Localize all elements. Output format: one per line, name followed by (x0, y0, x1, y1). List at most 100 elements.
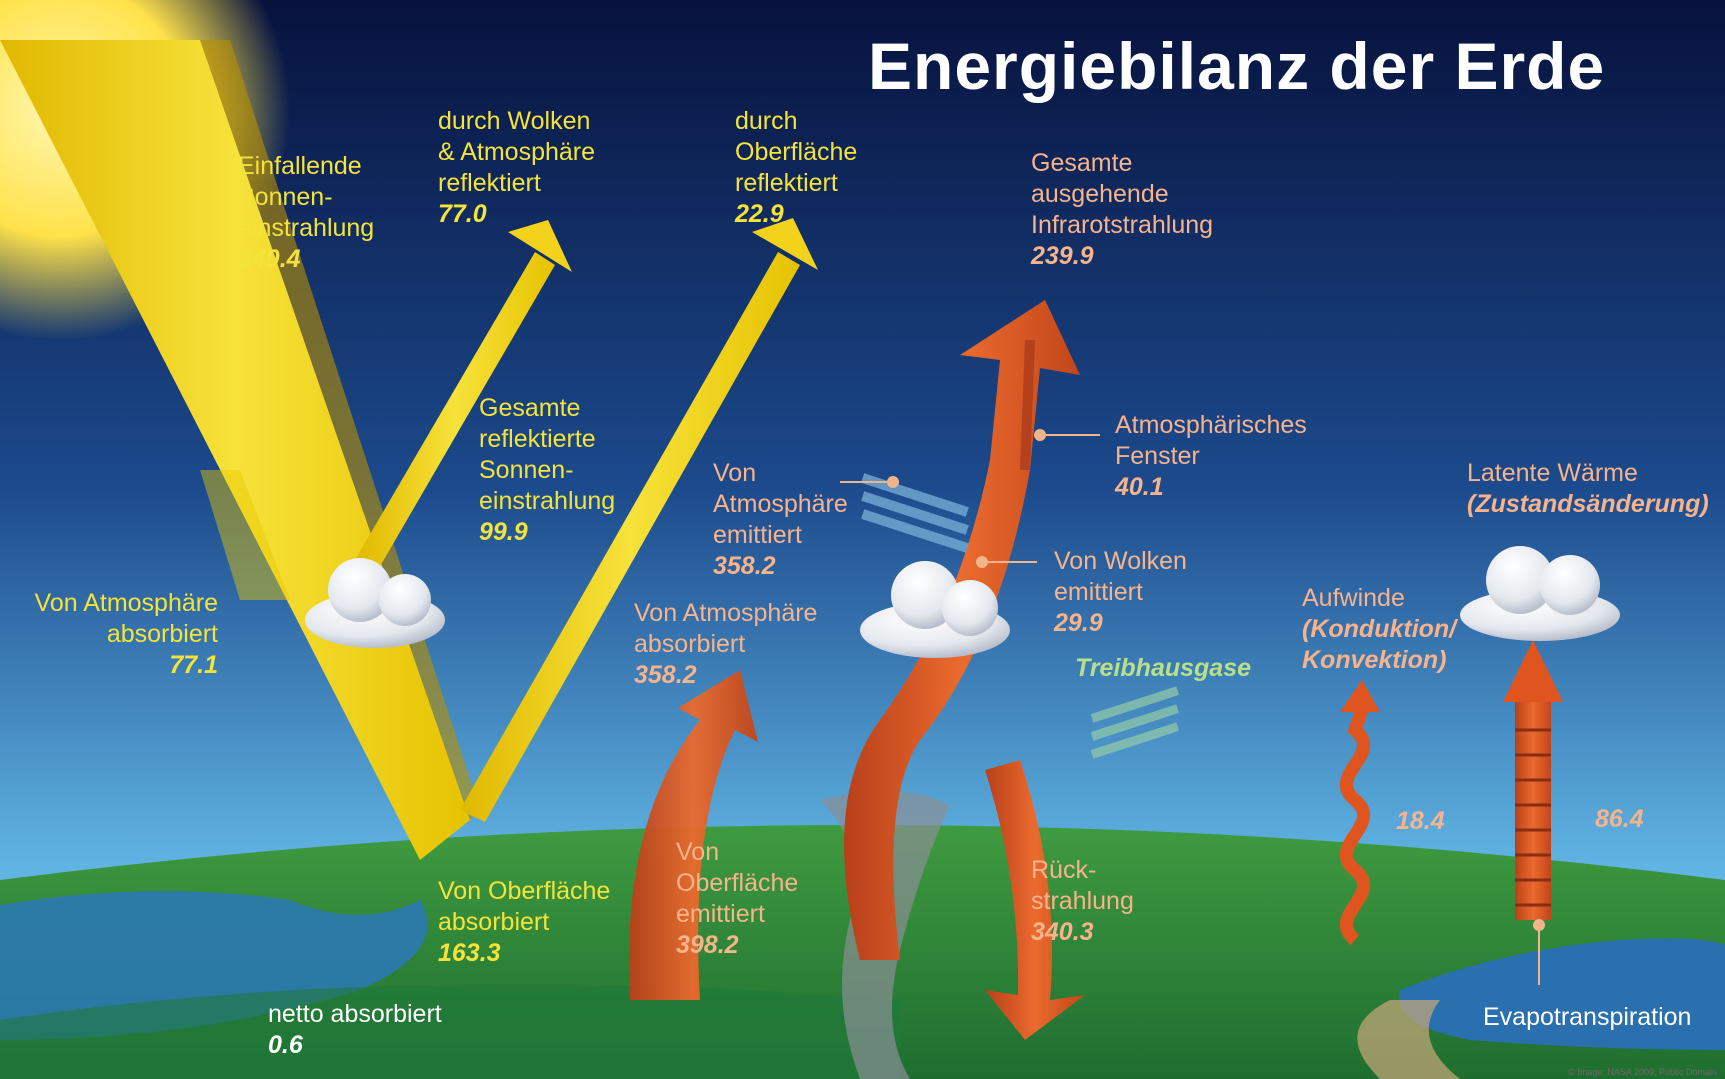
solar-absorbed-branch (200, 470, 290, 600)
line: Von Wolken (1054, 547, 1187, 575)
line: absorbiert (106, 620, 218, 648)
thermals-value: 18.4 (1396, 807, 1445, 835)
reflected-clouds-label: durch Wolken & Atmosphäre reflektiert 77… (438, 106, 595, 230)
value: 22.9 (735, 200, 784, 228)
reflected-surface-label: durch Oberfläche reflektiert 22.9 (735, 106, 857, 230)
line: absorbiert (634, 630, 746, 658)
incoming-solar-label: Einfallende Sonnen- einstrahlung 340.4 (238, 151, 374, 275)
evapotranspiration-label: Evapotranspiration (1483, 1003, 1692, 1031)
coast-sand (1357, 1000, 1460, 1079)
line: Von (676, 838, 720, 866)
latent-heat-value: 86.4 (1595, 805, 1644, 833)
surface-emitted-label: Von Oberfläche emittiert 398.2 (676, 837, 798, 961)
value: 358.2 (713, 552, 776, 580)
outgoing-ir-label: Gesamte ausgehende Infrarotstrahlung 239… (1031, 148, 1213, 272)
line: Atmosphärisches (1115, 411, 1307, 439)
line: Fenster (1115, 442, 1200, 470)
line: emittiert (1054, 578, 1143, 606)
thermals-arrow-shaft (1340, 707, 1370, 945)
line: emittiert (713, 521, 802, 549)
line: Atmosphäre (713, 490, 848, 518)
line: Von Atmosphäre (34, 589, 218, 617)
line: Oberfläche (676, 869, 799, 897)
line: emittiert (676, 900, 765, 928)
line: Sonnen- (238, 183, 333, 211)
reflected-clouds-shaft (355, 252, 555, 575)
latent-heat-arrow-segments (1515, 728, 1551, 907)
line: Gesamte (479, 394, 581, 422)
value: 340.3 (1031, 918, 1094, 946)
line: netto absorbiert (268, 1000, 442, 1028)
line: Von (713, 459, 757, 487)
line: strahlung (1031, 887, 1134, 915)
line: Von Atmosphäre (634, 599, 818, 627)
value: 340.4 (238, 245, 301, 273)
atmospheric-window-stripe (1020, 340, 1035, 470)
value: 77.1 (169, 651, 218, 679)
line: Von Oberfläche (438, 877, 611, 905)
line: & Atmosphäre (438, 138, 596, 166)
surface-absorbed-label: Von Oberfläche absorbiert 163.3 (438, 876, 610, 969)
line: reflektiert (735, 169, 838, 197)
latent-heat-arrow-shaft (1515, 700, 1551, 920)
thermals-arrow-head (1340, 680, 1380, 712)
value: 29.9 (1054, 609, 1103, 637)
latent-heat-arrow-head (1503, 640, 1563, 702)
line: Rück- (1031, 856, 1097, 884)
net-absorbed-label: netto absorbiert 0.6 (268, 999, 442, 1061)
line: durch Wolken (438, 107, 591, 135)
back-radiation-arrow (985, 760, 1085, 1040)
leader-lines (840, 429, 1545, 985)
value: 77.0 (438, 200, 487, 228)
latent-heat-label: Latente Wärme (Zustandsänderung) (1467, 458, 1709, 520)
greenhouse-gases-label: Treibhausgase (1075, 654, 1252, 682)
line: Gesamte (1031, 149, 1133, 177)
line: einstrahlung (238, 214, 375, 242)
sub-line: (Konduktion/ (1302, 615, 1457, 643)
atm-absorbed-ir-label: Von Atmosphäre absorbiert 358.2 (634, 598, 817, 691)
line: ausgehende (1031, 180, 1169, 208)
land-shade (0, 984, 900, 1079)
line: Latente Wärme (1467, 459, 1638, 487)
reflected-clouds-head (508, 220, 572, 272)
value: 358.2 (634, 661, 697, 689)
value: 239.9 (1031, 242, 1094, 270)
value: 99.9 (479, 518, 528, 546)
reflected-surface-shaft (460, 252, 800, 822)
ocean-right (1398, 938, 1725, 1050)
total-reflected-label: Gesamte reflektierte Sonnen- einstrahlun… (479, 393, 615, 548)
cloud-left (305, 558, 445, 648)
surface-emitted-arrow (628, 670, 758, 1000)
line: reflektiert (438, 169, 541, 197)
line: Infrarotstrahlung (1031, 211, 1214, 239)
reflected-surface-head (752, 218, 818, 270)
line: Aufwinde (1302, 584, 1405, 612)
image-credit: © Image: NASA 2009, Public Domain (1568, 1067, 1717, 1077)
thermals-label: Aufwinde (Konduktion/ Konvektion) (1302, 583, 1456, 676)
value: 40.1 (1115, 473, 1164, 501)
back-radiation-label: Rück- strahlung 340.3 (1031, 855, 1134, 948)
cloud-emitted-label: Von Wolken emittiert 29.9 (1054, 546, 1187, 639)
line: reflektierte (479, 425, 596, 453)
value: 0.6 (268, 1031, 303, 1059)
line: durch (735, 107, 798, 135)
line: Sonnen- (479, 456, 574, 484)
sub-line: (Zustandsänderung) (1467, 490, 1709, 518)
line: einstrahlung (479, 487, 616, 515)
atm-absorbed-solar-label: Von Atmosphäre absorbiert 77.1 (18, 588, 218, 681)
line: Einfallende (238, 152, 362, 180)
atm-window-label: Atmosphärisches Fenster 40.1 (1115, 410, 1307, 503)
sub-line: Konvektion) (1302, 646, 1447, 674)
value: 163.3 (438, 939, 501, 967)
cloud-right (1460, 546, 1620, 641)
ocean-left (0, 891, 428, 1040)
line: Oberfläche (735, 138, 858, 166)
incoming-solar-beam (0, 40, 470, 860)
cloud-center (860, 561, 1010, 658)
page-title: Energiebilanz der Erde (868, 29, 1606, 103)
value: 398.2 (676, 931, 739, 959)
line: absorbiert (438, 908, 550, 936)
atm-emitted-label: Von Atmosphäre emittiert 358.2 (713, 458, 848, 582)
